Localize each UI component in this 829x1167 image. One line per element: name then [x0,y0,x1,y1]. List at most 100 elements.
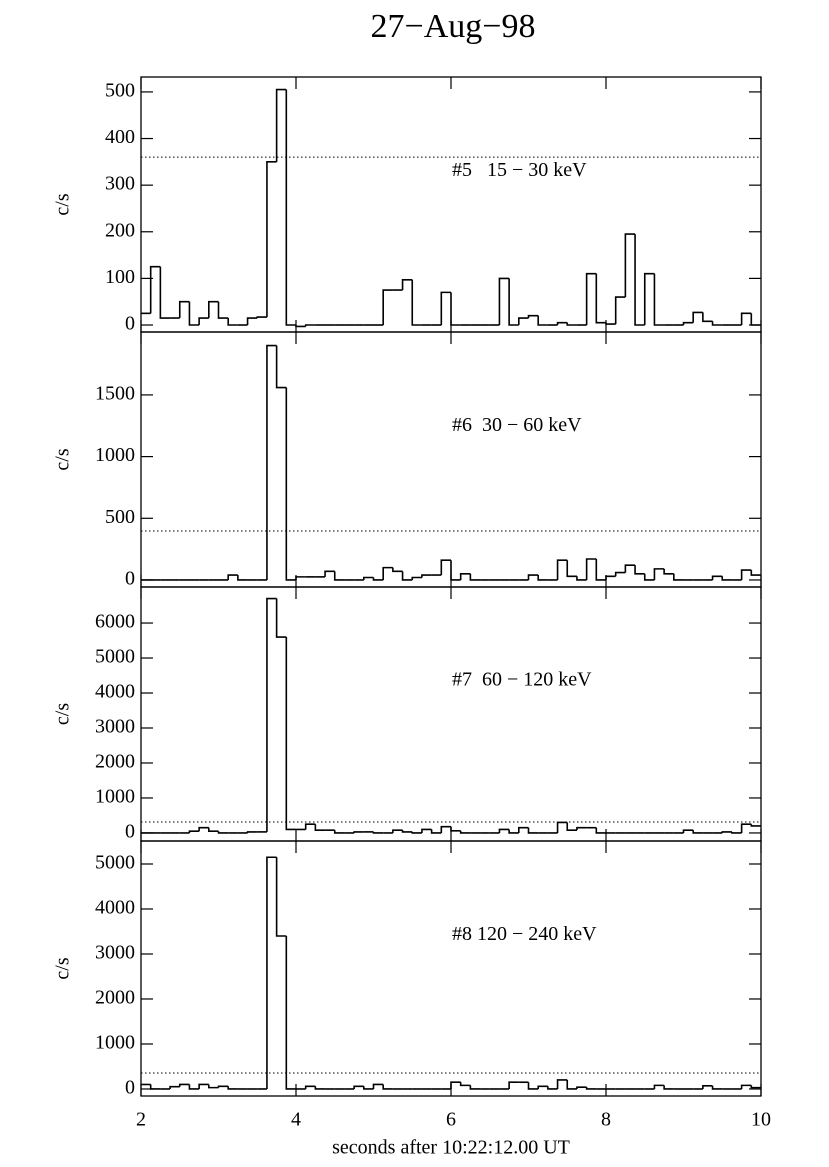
histogram-bin [333,830,345,834]
histogram-bin [605,575,616,580]
histogram-bin [382,566,393,580]
histogram-bin [740,1084,752,1089]
histogram-bin [469,573,481,581]
histogram-bin [208,300,219,319]
histogram-bin [711,1085,723,1090]
histogram-bin [314,824,326,831]
histogram-bin [556,1079,568,1089]
histogram-bin [304,324,316,327]
histogram-bin [159,266,171,319]
histogram-bin [266,597,277,832]
histogram-bin [450,826,461,832]
x-axis-label: seconds after 10:22:12.00 UT [332,1137,570,1159]
band-label: #7 60 − 120 keV [452,669,592,691]
histogram-bin [556,321,568,326]
histogram-bin [673,573,684,581]
histogram-bin [566,322,577,326]
histogram-bin [372,1083,384,1089]
histogram-bin [518,826,529,833]
histogram-bin [421,574,432,578]
histogram-bin [256,316,267,319]
y-tick-label: 2000 [95,987,135,1009]
histogram-bin [498,828,510,833]
histogram-bin [295,325,306,328]
histogram-bin [401,571,413,581]
histogram-bin [711,321,723,326]
histogram-bin [266,161,277,318]
band-label: #8 120 − 240 keV [452,923,597,945]
histogram-bin [556,559,568,580]
histogram-bin [740,569,752,580]
histogram-bin [411,576,422,580]
histogram-bin [188,830,200,833]
histogram-bin [237,575,248,581]
histogram-bin [372,831,384,834]
histogram-bin [527,314,539,319]
histogram-bin [198,1083,209,1089]
histogram-bin [498,277,510,326]
histogram-bin [295,576,306,580]
histogram-bin [285,387,296,581]
histogram-bin [275,345,287,389]
histogram-bin [450,292,461,326]
histogram-bin [459,1082,471,1087]
histogram-bin [198,317,209,326]
y-tick-label: 500 [105,506,135,528]
histogram-bin [333,571,345,581]
y-tick-label: 1000 [95,444,135,466]
histogram-bin [246,831,258,833]
y-tick-label: 500 [105,80,135,102]
histogram-bin [605,322,616,325]
histogram-bin [508,829,519,834]
y-tick-label: 0 [125,821,135,843]
histogram-bin [576,1086,587,1089]
histogram-bin [217,1085,229,1088]
histogram-bin [682,321,694,326]
histogram-bin [392,567,403,573]
y-tick-label: 1000 [95,786,135,808]
histogram-bin [566,560,577,578]
histogram-bin [643,573,655,581]
histogram-bin [411,279,422,326]
y-tick-label: 2000 [95,751,135,773]
histogram-bin [382,289,393,326]
histogram-bin [459,830,471,834]
histogram-bin [246,317,258,326]
histogram-bin [314,1086,326,1090]
figure-title: 27−Aug−98 [371,8,536,45]
histogram-bin [740,823,752,833]
x-tick-label: 4 [291,1109,301,1131]
y-tick-label: 0 [125,1077,135,1099]
histogram-bin [188,301,200,326]
panel-frame [140,586,762,842]
histogram-bin [556,821,568,833]
y-tick-label: 100 [105,266,135,288]
histogram-bin [663,1085,674,1090]
histogram-bin [421,828,432,833]
histogram-bin [450,1081,461,1089]
histogram-bin [750,313,761,326]
y-tick-label: 300 [105,173,135,195]
histogram-bin [547,1086,558,1090]
histogram-bin [459,573,471,580]
histogram-bin [440,825,451,833]
histogram-bin [721,576,732,581]
x-tick-label: 2 [136,1109,146,1131]
histogram-bin [227,574,238,580]
histogram-bin [643,272,655,326]
histogram-bin [227,318,238,326]
x-tick-label: 8 [601,1109,611,1131]
histogram-bin [275,857,287,937]
histogram-bin [595,273,606,324]
histogram-bin [304,823,316,830]
histogram-bin [217,301,229,319]
y-tick-label: 4000 [95,897,135,919]
histogram-bin [663,568,674,575]
band-label: #6 30 − 60 keV [452,414,582,436]
histogram-bin [188,1084,200,1090]
y-axis-label: c/s [52,193,74,215]
histogram-bin [527,1082,539,1090]
y-tick-label: 5000 [95,646,135,668]
